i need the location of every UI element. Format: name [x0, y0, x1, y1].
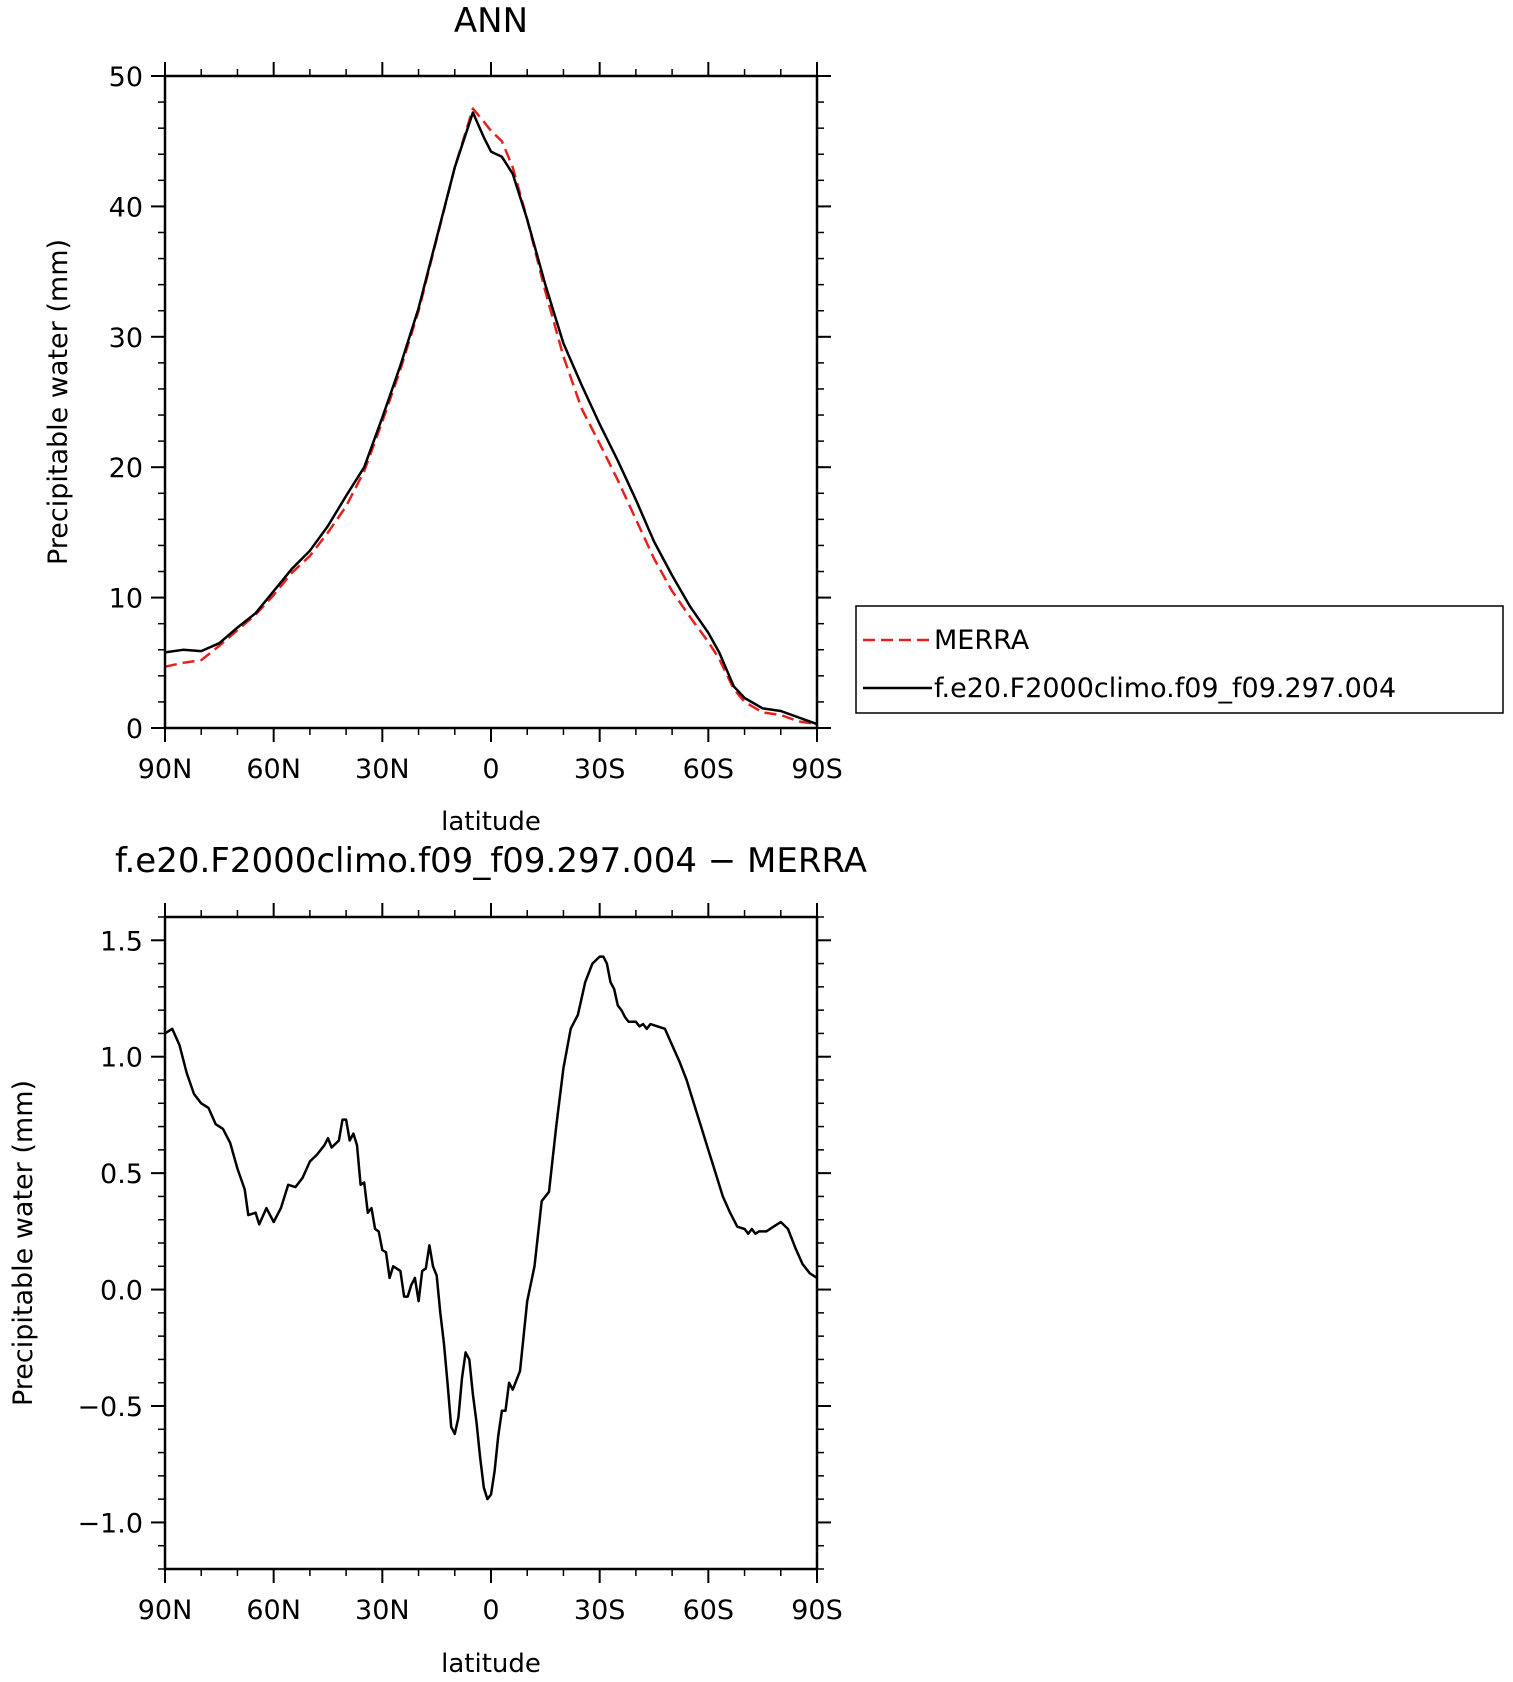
- chart-top-series-group: [164, 107, 818, 726]
- chart-top-ytick-label: 50: [109, 62, 143, 93]
- chart-bottom-xlabel: latitude: [441, 1649, 541, 1679]
- chart-top-axes: 90N 60N 30N 0 30S 60S 90S 0 10 20 30 40 50: [109, 62, 843, 785]
- legend-label-merra: MERRA: [934, 625, 1030, 656]
- chart-bottom-axes: 90N 60N 30N 0 30S 60S 90S −1.0 −0.5 0.0 0.5 1.0 1.5: [77, 903, 843, 1626]
- chart-bottom-ytick-label: 1.5: [100, 926, 143, 957]
- chart-bottom-series-line-0: [164, 955, 818, 1501]
- chart-bottom-xtick-label: 0: [482, 1595, 499, 1626]
- chart-bottom: f.e20.F2000climo.f09_f09.297.004 − MERRA…: [8, 841, 867, 1679]
- chart-top-ytick-label: 40: [109, 192, 143, 223]
- chart-top-ytick-label: 0: [126, 714, 143, 745]
- chart-top-frame: [163, 74, 819, 730]
- chart-top-xtick-label: 0: [482, 754, 499, 785]
- chart-bottom-ytick-label: −0.5: [77, 1392, 143, 1423]
- chart-bottom-frame: [163, 915, 819, 1571]
- chart-bottom-ytick-label: 0.0: [100, 1276, 143, 1307]
- chart-bottom-xtick-label: 90S: [791, 1595, 843, 1626]
- chart-bottom-title: f.e20.F2000climo.f09_f09.297.004 − MERRA: [115, 841, 867, 881]
- chart-top-xtick-label: 30S: [574, 754, 626, 785]
- chart-bottom-ytick-label: −1.0: [77, 1508, 143, 1539]
- chart-top-xtick-label: 60S: [683, 754, 735, 785]
- chart-bottom-xtick-label: 30S: [574, 1595, 626, 1626]
- chart-bottom-ytick-label: 0.5: [100, 1159, 143, 1190]
- chart-bottom-xtick-label: 90N: [138, 1595, 193, 1626]
- chart-top-xtick-label: 90N: [138, 754, 193, 785]
- chart-top-xlabel: latitude: [441, 807, 541, 837]
- chart-top-xtick-label: 60N: [246, 754, 301, 785]
- chart-top-ytick-label: 30: [109, 323, 143, 354]
- chart-bottom-series-group: [164, 955, 818, 1501]
- chart-top-ytick-label: 20: [109, 453, 143, 484]
- chart-top-xtick-label: 30N: [355, 754, 410, 785]
- chart-bottom-ytick-label: 1.0: [100, 1043, 143, 1074]
- chart-bottom-xtick-label: 30N: [355, 1595, 410, 1626]
- chart-bottom-xtick-label: 60N: [246, 1595, 301, 1626]
- chart-top-xtick-label: 90S: [791, 754, 843, 785]
- legend-label-model: f.e20.F2000climo.f09_f09.297.004: [934, 673, 1396, 704]
- chart-top-ylabel: Precipitable water (mm): [43, 239, 74, 565]
- chart-top: ANN 90N 60N 30N 0 30S 60S 90S 0 10 20 30 40 50 latit…: [43, 1, 1504, 837]
- chart-bottom-ylabel: Precipitable water (mm): [8, 1080, 39, 1406]
- chart-bottom-xtick-label: 60S: [683, 1595, 735, 1626]
- legend: MERRA f.e20.F2000climo.f09_f09.297.004: [855, 605, 1504, 714]
- chart-top-title: ANN: [454, 1, 528, 41]
- chart-top-ytick-label: 10: [109, 584, 143, 615]
- chart-top-series-line-1: [164, 111, 818, 726]
- chart-top-series-line-0: [164, 107, 818, 726]
- legend-box: [855, 605, 1504, 714]
